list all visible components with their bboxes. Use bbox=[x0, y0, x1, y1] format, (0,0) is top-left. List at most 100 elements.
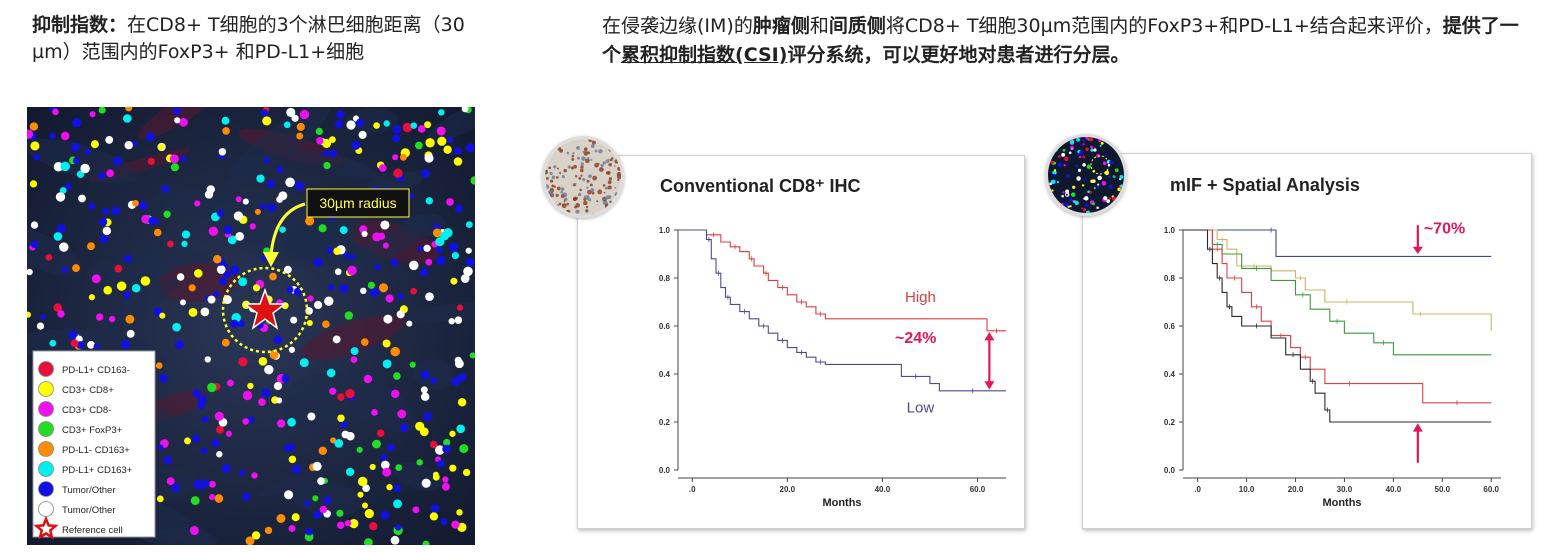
cell-dot bbox=[372, 439, 381, 449]
cell-dot bbox=[181, 230, 191, 239]
cell-dot bbox=[57, 310, 65, 318]
cell-dot bbox=[263, 157, 270, 164]
cell-dot bbox=[339, 226, 348, 235]
cell-dot bbox=[402, 122, 413, 133]
x-tick-label: 60.0 bbox=[1483, 485, 1499, 494]
ihc-panel-title: Conventional CD8⁺ IHC bbox=[660, 176, 861, 196]
cell-dot bbox=[287, 443, 295, 451]
radius-label-box bbox=[306, 188, 410, 218]
cell-dot bbox=[238, 277, 248, 287]
ihc-thumbnail-image bbox=[545, 139, 621, 215]
cell-dot bbox=[455, 204, 463, 213]
legend-swatch bbox=[38, 481, 54, 497]
legend-label: CD3+ CD8+ bbox=[62, 385, 114, 396]
cell-dot bbox=[264, 365, 274, 375]
cell-dot bbox=[98, 107, 106, 114]
x-tick-label: .0 bbox=[1194, 485, 1201, 494]
cell-dot bbox=[155, 362, 163, 369]
cell-dot bbox=[321, 138, 332, 148]
legend-label: Reference cell bbox=[62, 525, 123, 536]
cell-dot bbox=[294, 181, 305, 191]
ihc-thumbnail bbox=[542, 136, 624, 218]
cell-dot bbox=[125, 314, 135, 324]
cell-dot bbox=[145, 132, 155, 142]
cell-dot bbox=[448, 318, 455, 325]
cell-dot bbox=[159, 312, 166, 319]
cell-dot bbox=[172, 322, 181, 332]
km-curve-low bbox=[678, 229, 1006, 392]
cell-dot bbox=[454, 316, 463, 324]
cell-dot bbox=[336, 509, 344, 517]
cell-dot bbox=[336, 110, 345, 119]
cell-dot bbox=[296, 122, 305, 131]
cell-dot bbox=[424, 153, 434, 163]
cell-dot bbox=[99, 234, 109, 244]
cell-dot bbox=[214, 411, 224, 421]
arrow-top-head bbox=[1412, 246, 1423, 254]
cell-dot bbox=[334, 268, 342, 276]
cell-dot bbox=[396, 310, 405, 319]
cell-dot bbox=[350, 356, 358, 363]
cell-dot bbox=[374, 263, 381, 271]
cell-dot bbox=[446, 198, 454, 206]
cell-dot bbox=[406, 320, 413, 327]
cell-dot bbox=[55, 192, 66, 202]
cell-dot bbox=[53, 232, 63, 241]
right-heading-part2: 和 bbox=[809, 15, 829, 37]
legend-label: CD3+ CD8- bbox=[62, 405, 111, 416]
cell-dot bbox=[393, 499, 402, 509]
cell-dot bbox=[87, 242, 95, 251]
cell-dot bbox=[68, 330, 78, 340]
cell-dot bbox=[422, 411, 432, 421]
cell-dot bbox=[345, 467, 355, 477]
legend-swatch bbox=[38, 421, 54, 437]
cell-dot bbox=[380, 510, 390, 520]
cell-dot bbox=[421, 478, 431, 488]
right-heading-bold4: 评分系统，可以更好地对患者进行分层。 bbox=[787, 44, 1130, 66]
cell-dot bbox=[299, 358, 309, 368]
cell-dot bbox=[451, 251, 460, 260]
cell-dot bbox=[318, 446, 327, 455]
cell-dot bbox=[288, 346, 296, 353]
cell-dot bbox=[131, 284, 141, 293]
arrow-head-up bbox=[984, 332, 995, 341]
legend-label: PD-L1+ CD163+ bbox=[62, 465, 133, 476]
cell-dot bbox=[267, 203, 277, 213]
left-heading-text: 在CD8+ T细胞的3个淋巴细胞距离（30 µm）范围内的FoxP3+ 和PD-… bbox=[32, 14, 465, 63]
cell-dot bbox=[456, 304, 464, 311]
cell-dot bbox=[223, 270, 231, 279]
cell-dot bbox=[416, 459, 423, 466]
cell-dot bbox=[364, 508, 374, 519]
cell-dot bbox=[329, 149, 338, 158]
cell-dot bbox=[194, 269, 203, 278]
cell-dot bbox=[399, 153, 407, 161]
cell-dot bbox=[242, 390, 253, 401]
cell-dot bbox=[390, 535, 400, 545]
radius-label: 30µm radius bbox=[319, 195, 396, 211]
cell-dot bbox=[56, 224, 66, 234]
cell-dot bbox=[254, 208, 261, 215]
cell-dot bbox=[461, 107, 469, 113]
cell-dot bbox=[361, 338, 369, 346]
cell-dot bbox=[60, 161, 70, 172]
cell-dot bbox=[364, 538, 373, 545]
cell-dot bbox=[27, 268, 33, 276]
cell-dot bbox=[344, 311, 353, 320]
cell-dot bbox=[327, 283, 335, 291]
cell-dot bbox=[432, 228, 442, 238]
cell-dot bbox=[161, 184, 170, 193]
cell-dot bbox=[30, 221, 39, 229]
cell-dot bbox=[324, 296, 334, 306]
x-axis-label: Months bbox=[1322, 497, 1361, 509]
cell-dot bbox=[382, 359, 392, 369]
y-tick-label: 0.4 bbox=[1164, 370, 1176, 379]
cell-dot bbox=[328, 136, 336, 144]
cell-dot bbox=[64, 182, 72, 191]
x-axis-label: Months bbox=[822, 497, 861, 509]
right-heading-part3: 将CD8+ T细胞30µm范围内的FoxP3+和PD-L1+结合起来评价， bbox=[885, 15, 1443, 37]
km-chart-ihc: 0.0 0.2 0.4 0.6 0.8 1.0 .0 20.0 40.0 60.0 Months Hi… bbox=[659, 226, 1006, 509]
cell-dot bbox=[190, 496, 200, 506]
cell-dot bbox=[249, 223, 256, 230]
cell-dot bbox=[225, 430, 232, 437]
cell-dot bbox=[285, 177, 295, 188]
